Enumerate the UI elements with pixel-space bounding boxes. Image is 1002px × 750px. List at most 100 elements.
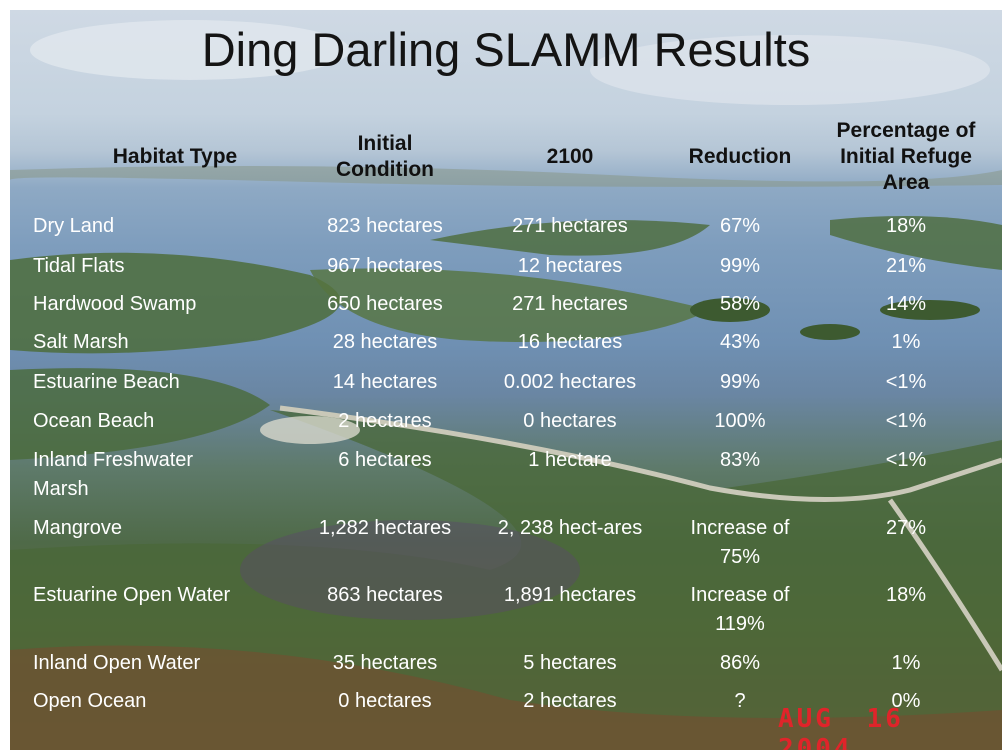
header-cell: 2100	[470, 102, 670, 212]
table-row-cell: Tidal Flats	[10, 252, 300, 281]
table-row-cell: 99%	[670, 368, 810, 397]
table-row-cell: 14 hectares	[300, 368, 470, 397]
table-row-text: <1%	[885, 410, 927, 432]
table-row-text: 1%	[891, 652, 921, 674]
table-row-text: Inland Open Water	[33, 652, 201, 674]
table-row-text: 967 hectares	[327, 255, 443, 277]
table-row-cell: Inland Open Water	[10, 649, 300, 678]
table-row-cell: <1%	[810, 446, 992, 475]
header-cell: Percentage of Initial Refuge Area	[810, 102, 992, 212]
table-row-text: Increase of 75%	[690, 517, 790, 568]
table-row-text: 1 hectare	[528, 449, 612, 471]
table-row-cell: 58%	[670, 290, 810, 319]
table-row-text: 0 hectares	[523, 410, 617, 432]
table-row-text: Increase of 119%	[690, 584, 790, 635]
table-row-cell: 35 hectares	[300, 649, 470, 678]
header-cell: Habitat Type	[10, 102, 300, 212]
table-row-text: 99%	[719, 255, 761, 277]
table-row-cell: 5 hectares	[470, 649, 670, 678]
table-row-cell: 0%	[810, 687, 992, 716]
table-row-cell: <1%	[810, 368, 992, 397]
table-row-text: 823 hectares	[327, 215, 443, 237]
header-cell: Reduction	[670, 102, 810, 212]
table-row-text: <1%	[885, 449, 927, 471]
table-row-cell: 1%	[810, 649, 992, 678]
table-row-cell: 83%	[670, 446, 810, 475]
table-row-text: Hardwood Swamp	[33, 293, 197, 315]
table-row: Estuarine Open Water 863 hectares 1,891 he…	[10, 581, 1002, 649]
table-row-text: ?	[734, 690, 746, 712]
table-row-text: 2 hectares	[523, 690, 617, 712]
table-row-text: 1%	[891, 331, 921, 353]
table-row: Estuarine Beach 14 hectares 0.002 hectares…	[10, 368, 1002, 407]
table-row-cell: Increase of 75%	[670, 514, 810, 572]
table-row-cell: 0.002 hectares	[470, 368, 670, 397]
table-row-cell: Inland Freshwater Marsh	[10, 446, 300, 504]
table-row-text: 6 hectares	[338, 449, 432, 471]
table-row-text: 18%	[885, 584, 927, 606]
table-row-cell: 6 hectares	[300, 446, 470, 475]
table-row-text: 86%	[719, 652, 761, 674]
table-row-cell: 67%	[670, 212, 810, 241]
table-row-cell: 863 hectares	[300, 581, 470, 610]
table-row-text: Dry Land	[33, 215, 115, 237]
results-table: Habitat Type Initial Condition 2100 Reducti…	[10, 102, 1002, 725]
header-text: Initial Condition	[336, 132, 434, 181]
table-row-cell: ?	[670, 687, 810, 716]
table-row-cell: 86%	[670, 649, 810, 678]
table-row-cell: 18%	[810, 212, 992, 241]
table-row-cell: Estuarine Beach	[10, 368, 300, 397]
table-row-text: 67%	[719, 215, 761, 237]
table-row-cell: Estuarine Open Water	[10, 581, 300, 610]
photo-date-stamp: AUG 16 2004	[778, 704, 904, 750]
header: Habitat Type Initial Condition 2100 Reducti…	[10, 102, 1002, 212]
table-row-text: 271 hectares	[512, 215, 628, 237]
table-row-text: 2, 238 hect-ares	[497, 517, 643, 539]
table-row: Hardwood Swamp 650 hectares 271 hectares 58…	[10, 290, 1002, 328]
table-row-text: Estuarine Open Water	[33, 584, 231, 606]
table-row-cell: Salt Marsh	[10, 328, 300, 357]
table-row-cell: Mangrove	[10, 514, 300, 543]
table-row-text: 0.002 hectares	[503, 371, 637, 393]
table-row: Salt Marsh 28 hectares 16 hectares 43% 1%	[10, 328, 1002, 368]
table-row-text: 1,891 hectares	[503, 584, 637, 606]
table-row-cell: Open Ocean	[10, 687, 300, 716]
table-row-cell: 14%	[810, 290, 992, 319]
table-row-text: Inland Freshwater Marsh	[33, 449, 194, 500]
table-row-text: 21%	[885, 255, 927, 277]
table-row-cell: 967 hectares	[300, 252, 470, 281]
table-row-text: Mangrove	[33, 517, 122, 539]
table-row-cell: 100%	[670, 407, 810, 436]
header-text: Reduction	[688, 145, 792, 168]
table-row-cell: 1%	[810, 328, 992, 357]
table-row-text: 28 hectares	[332, 331, 438, 353]
table-row-cell: 28 hectares	[300, 328, 470, 357]
table-row: Inland Freshwater Marsh 6 hectares 1 hecta…	[10, 446, 1002, 514]
table-row-cell: 0 hectares	[470, 407, 670, 436]
table-row-text: Ocean Beach	[33, 410, 155, 432]
table-row-cell: 12 hectares	[470, 252, 670, 281]
table-row-cell: 823 hectares	[300, 212, 470, 241]
table-row-text: 650 hectares	[327, 293, 443, 315]
table-row-text: 35 hectares	[332, 652, 438, 674]
table-row-cell: Ocean Beach	[10, 407, 300, 436]
table-row-text: 18%	[885, 215, 927, 237]
table-row-text: 0 hectares	[338, 690, 432, 712]
header-text: Habitat Type	[112, 145, 238, 168]
header-text: Percentage of Initial Refuge Area	[836, 119, 976, 194]
table-row-text: 5 hectares	[523, 652, 617, 674]
slide-title: Ding Darling SLAMM Results	[201, 23, 811, 76]
table-row-text: Tidal Flats	[33, 255, 125, 277]
header-cell: Initial Condition	[300, 102, 470, 212]
table-row: Mangrove 1,282 hectares 2, 238 hect-ares In…	[10, 514, 1002, 581]
table-row-text: 16 hectares	[517, 331, 623, 353]
table-row-cell: 18%	[810, 581, 992, 610]
table-row-text: Open Ocean	[33, 690, 147, 712]
table-row-text: 0%	[891, 690, 921, 712]
table-row-cell: 271 hectares	[470, 212, 670, 241]
table-row-text: 1,282 hectares	[318, 517, 452, 539]
table-row-cell: 2, 238 hect-ares	[470, 514, 670, 543]
table-row-text: 2 hectares	[338, 410, 432, 432]
table-row-text: <1%	[885, 371, 927, 393]
